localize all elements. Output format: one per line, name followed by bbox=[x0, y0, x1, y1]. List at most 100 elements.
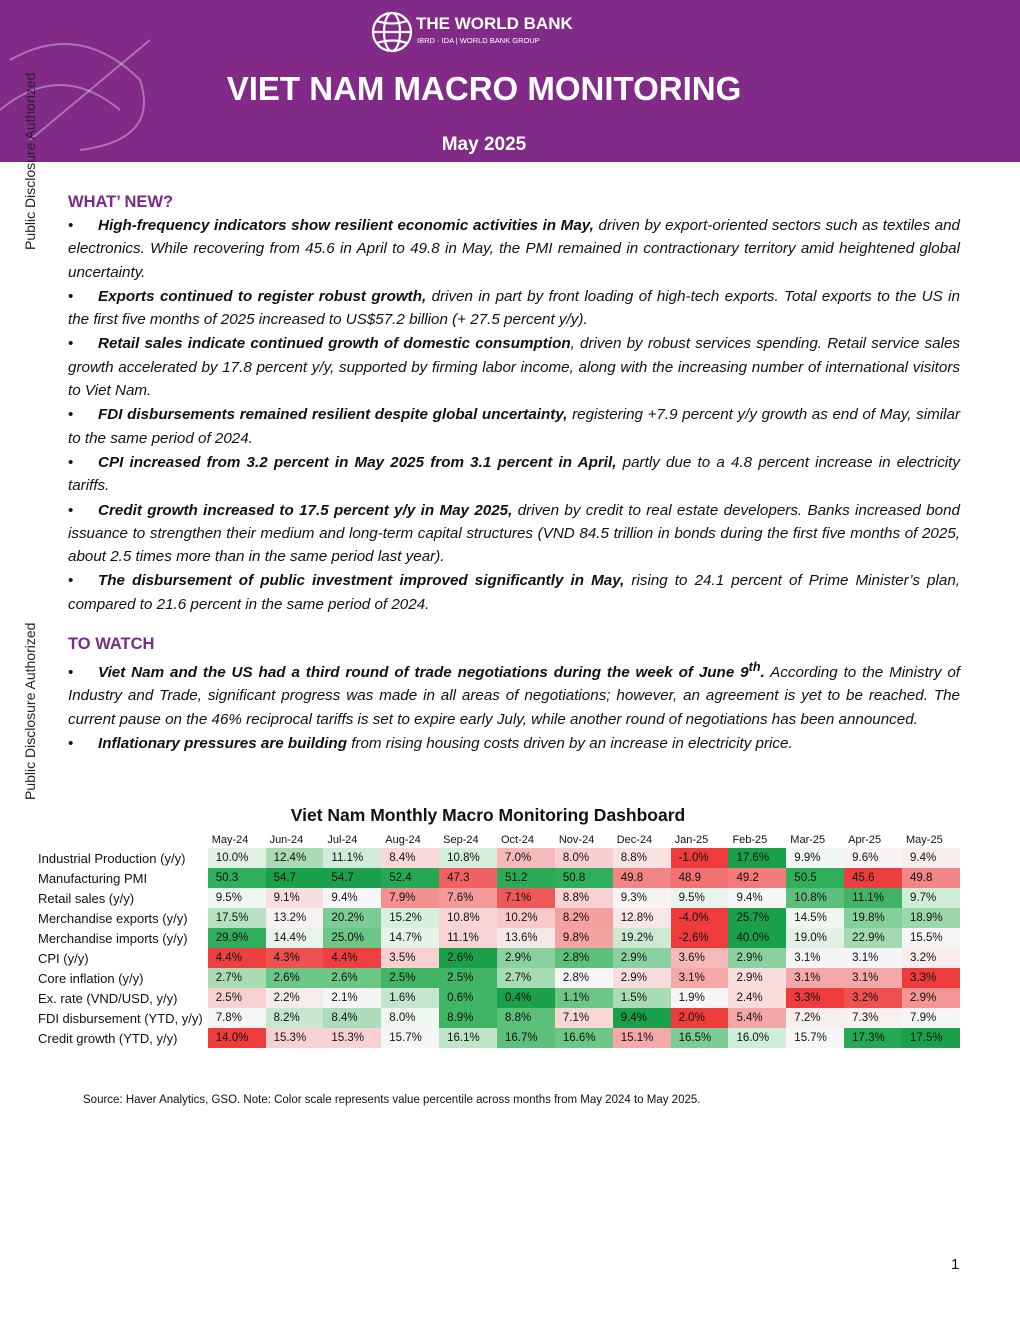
bullet-text: rising to 24.1 percent of Prime Minister… bbox=[68, 572, 960, 613]
cell: 10.2% bbox=[497, 908, 555, 928]
header-decoration bbox=[0, 0, 1020, 162]
column-header: Jan-25 bbox=[674, 834, 709, 846]
cell: 9.7% bbox=[902, 888, 960, 908]
body: WHAT’ NEW? • High-frequency indicators sho… bbox=[68, 193, 960, 774]
section: WHAT’ NEW? • High-frequency indicators sho… bbox=[68, 193, 960, 616]
cell: 8.0% bbox=[554, 848, 613, 868]
bullet-text: from rising housing costs driven by an i… bbox=[346, 735, 793, 752]
cell: 3.3% bbox=[902, 968, 960, 988]
cell: 7.6% bbox=[439, 888, 497, 908]
cell: 3.1% bbox=[786, 968, 845, 988]
column-header: Aug-24 bbox=[385, 834, 421, 846]
cell: 1.1% bbox=[554, 988, 613, 1008]
bullet-lead: Inflationary pressures are building bbox=[98, 735, 347, 752]
cell: 10.8% bbox=[439, 908, 497, 928]
column-header: Nov-24 bbox=[558, 834, 595, 846]
cell: 2.5% bbox=[439, 968, 497, 988]
bullet-lead: High-frequency indicators show resilient… bbox=[98, 217, 594, 234]
cell: 9.5% bbox=[207, 888, 266, 908]
cell: 7.0% bbox=[497, 848, 555, 868]
cell: 50.8 bbox=[554, 868, 613, 888]
cell: 50.3 bbox=[207, 868, 266, 888]
cell: 8.2% bbox=[265, 1008, 324, 1028]
bullet-dot: • bbox=[68, 501, 74, 519]
cell: 49.2 bbox=[728, 868, 787, 888]
cell: 3.1% bbox=[844, 968, 903, 988]
cell: 14.0% bbox=[207, 1028, 266, 1048]
cell: 25.0% bbox=[323, 928, 382, 948]
cell: 3.6% bbox=[670, 948, 729, 968]
cell: 54.7 bbox=[265, 868, 324, 888]
source-note: Source: Haver Analytics, GSO. Note: Colo… bbox=[83, 1094, 701, 1106]
row: Industrial Production (y/y) 10.0% 12.4% 11.… bbox=[38, 848, 960, 868]
cell: 52.4 bbox=[381, 868, 440, 888]
cell: 16.0% bbox=[728, 1028, 787, 1048]
cell: 8.9% bbox=[439, 1008, 497, 1028]
cell: 2.6% bbox=[439, 948, 497, 968]
bullet-lead: FDI disbursements remained resilient des… bbox=[98, 406, 568, 424]
cell: 15.7% bbox=[381, 1028, 440, 1048]
cell: 8.8% bbox=[497, 1008, 555, 1028]
cell: 13.6% bbox=[497, 928, 555, 948]
bullet: • Exports continued to register robust gr… bbox=[68, 285, 960, 332]
cell: 15.3% bbox=[265, 1028, 324, 1048]
bullet-dot: • bbox=[68, 406, 74, 424]
cell: 9.4% bbox=[323, 888, 382, 908]
cell: 3.1% bbox=[670, 968, 729, 988]
org-name: THE WORLD BANK bbox=[416, 14, 573, 33]
bullet-dot: • bbox=[68, 664, 74, 682]
cell: 1.9% bbox=[670, 988, 729, 1008]
cell: 2.1% bbox=[323, 988, 382, 1008]
cell: 2.2% bbox=[265, 988, 324, 1008]
row-label: Core inflation (y/y) bbox=[38, 970, 144, 986]
cell: -4.0% bbox=[670, 908, 729, 928]
cell: 20.2% bbox=[323, 908, 382, 928]
bullet: • CPI increased from 3.2 percent in May 2… bbox=[68, 451, 960, 498]
cell: 17.5% bbox=[207, 908, 266, 928]
row: Core inflation (y/y) 2.7% 2.6% 2.6% 2.5% 2.5%… bbox=[38, 968, 960, 988]
page-title: VIET NAM MACRO MONITORING bbox=[226, 70, 742, 107]
cell: 14.4% bbox=[265, 928, 324, 948]
section: TO WATCH • Viet Nam and the US had a third… bbox=[68, 635, 960, 755]
cell: 15.1% bbox=[612, 1028, 671, 1048]
cell: 47.3 bbox=[439, 868, 497, 888]
cell: 8.8% bbox=[554, 888, 613, 908]
column-header: May-24 bbox=[211, 834, 249, 846]
bullet-lead: Credit growth increased to 17.5 percent … bbox=[98, 501, 513, 519]
cell: 45.6 bbox=[844, 868, 903, 888]
bullet-text: , driven by robust services spending. Re… bbox=[68, 335, 960, 400]
row: CPI (y/y) 4.4% 4.3% 4.4% 3.5% 2.6% 2.9% 2.8% 2.9… bbox=[38, 948, 960, 968]
bullet-lead: The disbursement of public investment im… bbox=[98, 572, 625, 590]
bullet: • The disbursement of public investment i… bbox=[68, 569, 960, 616]
cell: 9.9% bbox=[786, 848, 845, 868]
cell: 1.6% bbox=[381, 988, 440, 1008]
dashboard-table: May-24 Jun-24 Jul-24 Aug-24 Sep-24 Oct-24 Nov-… bbox=[38, 832, 960, 1048]
cell: 8.4% bbox=[381, 848, 440, 868]
cell: 4.3% bbox=[265, 948, 324, 968]
bullet: • Credit growth increased to 17.5 percent… bbox=[68, 499, 960, 569]
cell: 13.2% bbox=[265, 908, 324, 928]
cell: 25.7% bbox=[728, 908, 787, 928]
bullet-lead: Viet Nam and the US had a third round of… bbox=[98, 664, 749, 682]
cell: 49.8 bbox=[902, 868, 960, 888]
cell: 7.9% bbox=[902, 1008, 960, 1028]
corner bbox=[38, 832, 208, 848]
cell: 15.2% bbox=[381, 908, 440, 928]
row-label: Manufacturing PMI bbox=[38, 870, 148, 886]
cell: 2.9% bbox=[728, 948, 787, 968]
row-label: Retail sales (y/y) bbox=[38, 890, 135, 906]
cell: 51.2 bbox=[497, 868, 555, 888]
cell: 2.7% bbox=[207, 968, 266, 988]
cell: 0.6% bbox=[439, 988, 497, 1008]
bullet-lead: . bbox=[760, 664, 765, 682]
bullet-dot: • bbox=[68, 735, 74, 752]
column-header: Jul-24 bbox=[327, 834, 358, 846]
cell: 16.7% bbox=[497, 1028, 555, 1048]
row: Merchandise imports (y/y) 29.9% 14.4% 25.0%… bbox=[38, 928, 960, 948]
cell: 14.7% bbox=[381, 928, 440, 948]
superscript: th bbox=[748, 660, 761, 675]
cell: 3.2% bbox=[844, 988, 903, 1008]
bullet-text: registering +7.9 percent y/y growth as e… bbox=[68, 406, 961, 447]
cell: 7.3% bbox=[844, 1008, 903, 1028]
